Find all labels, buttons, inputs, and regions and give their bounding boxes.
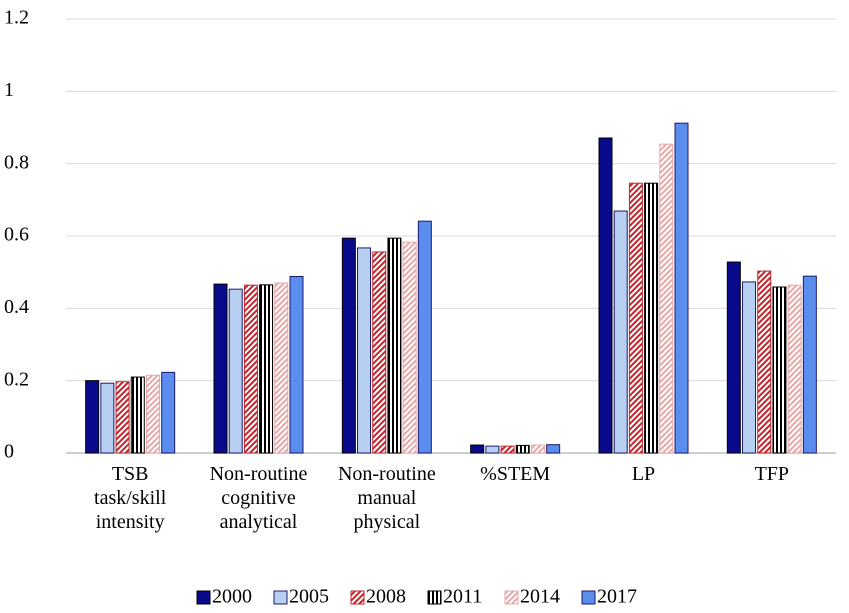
bar <box>644 182 659 454</box>
legend-label: 2008 <box>366 586 406 608</box>
bar <box>613 210 628 454</box>
bar <box>387 237 402 454</box>
bar <box>228 288 243 454</box>
legend-swatch <box>350 590 365 605</box>
bar <box>757 270 772 454</box>
bar <box>546 444 561 454</box>
bar <box>500 445 515 454</box>
bar <box>402 241 417 454</box>
x-tick-label: LP <box>631 463 656 485</box>
bar <box>802 275 817 454</box>
y-tick-label: 0.8 <box>4 151 29 173</box>
legend-label: 2011 <box>443 586 482 608</box>
y-tick-label: 0.6 <box>4 224 29 246</box>
legend-swatch <box>504 590 519 605</box>
x-tick-label: TFP <box>754 463 790 485</box>
x-tick-label: Non-routine manual physical <box>337 463 436 533</box>
bar <box>515 444 530 454</box>
bar <box>115 381 130 454</box>
y-tick-label: 0.4 <box>4 296 29 318</box>
bar <box>417 220 432 454</box>
bar <box>145 374 160 454</box>
bar <box>161 371 176 454</box>
legend-label: 2014 <box>520 586 560 608</box>
bar <box>243 284 258 454</box>
legend-label: 2000 <box>212 586 252 608</box>
y-tick-label: 1 <box>4 79 14 101</box>
x-tick-label: %STEM <box>480 463 551 485</box>
y-tick-label: 1.2 <box>4 7 29 29</box>
bar <box>530 444 545 454</box>
y-tick-label: 0 <box>4 441 14 463</box>
bar <box>726 261 741 454</box>
legend-swatch <box>196 590 211 605</box>
bar <box>674 122 689 454</box>
y-tick-label: 0.2 <box>4 368 29 390</box>
bar <box>130 376 145 454</box>
bar <box>289 276 304 454</box>
legend-label: 2017 <box>597 586 637 608</box>
bar <box>357 247 372 454</box>
bar <box>213 283 228 454</box>
legend-label: 2005 <box>289 586 329 608</box>
legend-swatch <box>273 590 288 605</box>
bar <box>628 182 643 454</box>
bar <box>742 281 757 454</box>
bar <box>787 284 802 454</box>
bar <box>259 284 274 454</box>
bar <box>100 382 115 454</box>
bar <box>485 445 500 454</box>
bar <box>85 380 100 454</box>
bar <box>341 237 356 454</box>
bar <box>372 251 387 454</box>
bar <box>772 286 787 454</box>
x-tick-label: TSB task/skill intensity <box>94 463 167 533</box>
legend-swatch <box>427 590 442 605</box>
x-tick-label: Non-routine cognitive analytical <box>209 463 308 533</box>
legend-swatch <box>581 590 596 605</box>
bar <box>659 143 674 454</box>
bar <box>598 137 613 454</box>
bar <box>470 444 485 454</box>
bar <box>274 282 289 454</box>
